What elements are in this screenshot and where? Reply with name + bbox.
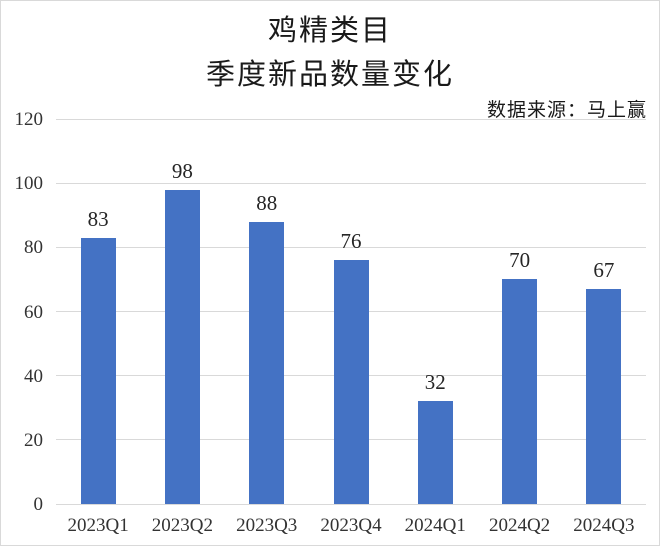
chart-subtitle: 季度新品数量变化 bbox=[205, 59, 454, 91]
bar bbox=[417, 401, 453, 504]
bar-value-label: 67 bbox=[593, 258, 615, 283]
bar bbox=[80, 237, 116, 504]
x-axis-category-label: 2024Q3 bbox=[573, 515, 635, 536]
x-axis-category-label: 2023Q4 bbox=[320, 515, 382, 536]
x-axis-category-label: 2023Q1 bbox=[67, 515, 129, 536]
bar-value-label: 76 bbox=[340, 229, 362, 254]
bar-value-label: 98 bbox=[171, 158, 193, 183]
bar bbox=[586, 289, 622, 504]
y-axis-tick-label: 0 bbox=[33, 494, 44, 515]
data-source-annotation: 数据来源：马上赢 bbox=[486, 100, 647, 121]
bar bbox=[249, 221, 285, 504]
x-axis-category-label: 2023Q2 bbox=[151, 515, 214, 536]
bar-value-label: 70 bbox=[509, 248, 531, 273]
bar-value-label: 83 bbox=[87, 206, 109, 231]
bar-value-label: 32 bbox=[424, 370, 446, 395]
y-axis-tick-label: 20 bbox=[24, 429, 43, 451]
x-axis-category-label: 2023Q3 bbox=[236, 515, 298, 536]
y-axis-tick-label: 60 bbox=[24, 301, 43, 323]
bar bbox=[164, 189, 200, 504]
bar bbox=[333, 260, 369, 504]
x-axis-category-label: 2024Q1 bbox=[404, 515, 466, 536]
y-axis-tick-label: 100 bbox=[14, 173, 44, 195]
y-axis-tick-label: 80 bbox=[24, 237, 43, 259]
y-axis-tick-label: 40 bbox=[24, 365, 43, 387]
gridline bbox=[56, 182, 646, 184]
bar-value-label: 88 bbox=[256, 190, 278, 215]
gridline bbox=[56, 118, 646, 120]
y-axis-tick-label: 120 bbox=[14, 109, 44, 130]
chart-title: 鸡精类目 bbox=[267, 15, 392, 47]
bar bbox=[502, 279, 538, 504]
x-axis-category-label: 2024Q2 bbox=[488, 515, 551, 536]
gridline bbox=[56, 503, 646, 505]
gridline bbox=[56, 246, 646, 248]
